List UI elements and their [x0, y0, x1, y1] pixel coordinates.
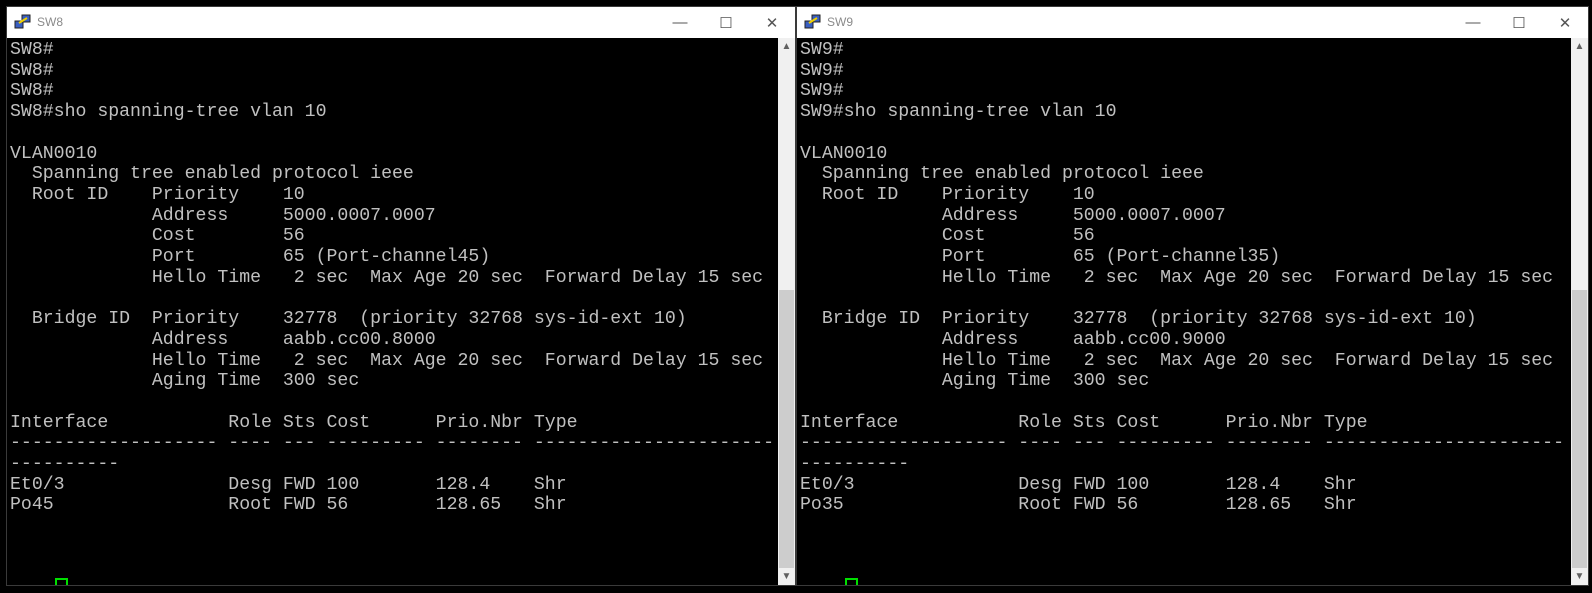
terminal-line: SW8#sho spanning-tree vlan 10	[10, 102, 327, 123]
terminal-line: SW8#	[10, 40, 54, 60]
terminal-line: ----------	[800, 454, 910, 475]
terminal-line	[800, 516, 1570, 537]
terminal-line	[800, 537, 1570, 558]
prompt-line[interactable]: SW8#	[10, 578, 777, 585]
prompt: SW9#	[800, 583, 844, 585]
terminal-line: Address 5000.0007.0007	[800, 205, 1226, 226]
terminal-line: SW9#	[800, 40, 844, 60]
scroll-up-icon[interactable]: ▲	[1574, 41, 1585, 52]
terminal-line: Address aabb.cc00.9000	[800, 329, 1226, 350]
terminal-line: ----------	[10, 454, 120, 475]
terminal-line	[10, 516, 777, 537]
terminal-line: SW9#	[800, 60, 844, 81]
terminal-line: Port 65 (Port-channel45)	[10, 247, 491, 268]
vertical-scrollbar[interactable]: ▲ ▼	[1571, 38, 1588, 585]
terminal-line	[800, 288, 1570, 309]
terminal-line: ------------------- ---- --- --------- -…	[10, 433, 774, 454]
terminal-line: Spanning tree enabled protocol ieee	[800, 164, 1204, 185]
minimize-button[interactable]: —	[1465, 14, 1481, 31]
text-cursor	[844, 578, 858, 585]
terminal-line	[10, 123, 777, 144]
terminal-line: Et0/3 Desg FWD 100 128.4 Shr	[800, 474, 1357, 495]
terminal-line: Cost 56	[10, 226, 305, 247]
terminal-line: Spanning tree enabled protocol ieee	[10, 164, 414, 185]
scroll-down-icon[interactable]: ▼	[781, 571, 792, 582]
vertical-scrollbar[interactable]: ▲ ▼	[778, 38, 795, 585]
terminal-line: Root ID Priority 10	[800, 184, 1095, 205]
terminal-line	[10, 537, 777, 558]
terminal-output[interactable]: SW9# SW9# SW9# SW9#sho spanning-tree vlan 1…	[798, 38, 1570, 585]
terminal-line: Address 5000.0007.0007	[10, 205, 436, 226]
title-bar[interactable]: SW9 — ☐ ✕	[797, 7, 1588, 38]
scrollbar-thumb[interactable]	[779, 290, 794, 568]
scroll-down-icon[interactable]: ▼	[1574, 571, 1585, 582]
prompt: SW8#	[10, 583, 54, 585]
maximize-button[interactable]: ☐	[719, 14, 733, 32]
scrollbar-thumb[interactable]	[1572, 290, 1587, 568]
sw9-terminal-window: SW9 — ☐ ✕ SW9# SW9# SW9# SW9#sho spanning-t…	[796, 6, 1589, 586]
terminal-line	[10, 558, 777, 579]
sw8-terminal-window: SW8 — ☐ ✕ SW8# SW8# SW8# SW8#sho spanning-t…	[6, 6, 796, 586]
terminal-line: SW8#	[10, 60, 54, 81]
terminal-line: VLAN0010	[10, 143, 98, 164]
terminal-line	[10, 288, 777, 309]
scroll-up-icon[interactable]: ▲	[781, 41, 792, 52]
terminal-line: Interface Role Sts Cost Prio.Nbr Type	[800, 412, 1368, 433]
terminal-line: Interface Role Sts Cost Prio.Nbr Type	[10, 412, 578, 433]
terminal-line: SW9#	[800, 81, 844, 102]
text-cursor	[54, 578, 68, 585]
terminal-line: Hello Time 2 sec Max Age 20 sec Forward …	[10, 350, 764, 371]
terminal-line: Hello Time 2 sec Max Age 20 sec Forward …	[800, 350, 1554, 371]
terminal-output[interactable]: SW8# SW8# SW8# SW8#sho spanning-tree vlan 1…	[8, 38, 777, 585]
terminal-line: Port 65 (Port-channel35)	[800, 247, 1281, 268]
window-title: SW9	[827, 15, 854, 29]
close-button[interactable]: ✕	[765, 14, 779, 32]
terminal-line: Aging Time 300 sec	[800, 371, 1150, 392]
prompt-line[interactable]: SW9#	[800, 578, 1570, 585]
terminal-line: Po45 Root FWD 56 128.65 Shr	[10, 495, 567, 516]
terminal-line	[800, 392, 1570, 413]
terminal-line: Hello Time 2 sec Max Age 20 sec Forward …	[800, 267, 1554, 288]
putty-icon[interactable]	[14, 14, 32, 30]
terminal-line	[10, 392, 777, 413]
terminal-line: SW9#sho spanning-tree vlan 10	[800, 102, 1117, 123]
putty-icon[interactable]	[804, 14, 822, 30]
terminal-line: Root ID Priority 10	[10, 184, 305, 205]
terminal-line	[800, 123, 1570, 144]
terminal-line: Bridge ID Priority 32778 (priority 32768…	[800, 309, 1477, 330]
terminal-line: Bridge ID Priority 32778 (priority 32768…	[10, 309, 687, 330]
terminal-line: Hello Time 2 sec Max Age 20 sec Forward …	[10, 267, 764, 288]
minimize-button[interactable]: —	[672, 14, 688, 31]
maximize-button[interactable]: ☐	[1512, 14, 1526, 32]
terminal-line: VLAN0010	[800, 143, 888, 164]
terminal-line	[800, 558, 1570, 579]
terminal-line: Po35 Root FWD 56 128.65 Shr	[800, 495, 1357, 516]
terminal-line: Aging Time 300 sec	[10, 371, 360, 392]
title-bar[interactable]: SW8 — ☐ ✕	[7, 7, 795, 38]
terminal-line: Et0/3 Desg FWD 100 128.4 Shr	[10, 474, 567, 495]
window-title: SW8	[37, 15, 64, 29]
terminal-line: Cost 56	[800, 226, 1095, 247]
close-button[interactable]: ✕	[1558, 14, 1572, 32]
terminal-line: SW8#	[10, 81, 54, 102]
terminal-line: Address aabb.cc00.8000	[10, 329, 436, 350]
terminal-line: ------------------- ---- --- --------- -…	[800, 433, 1564, 454]
